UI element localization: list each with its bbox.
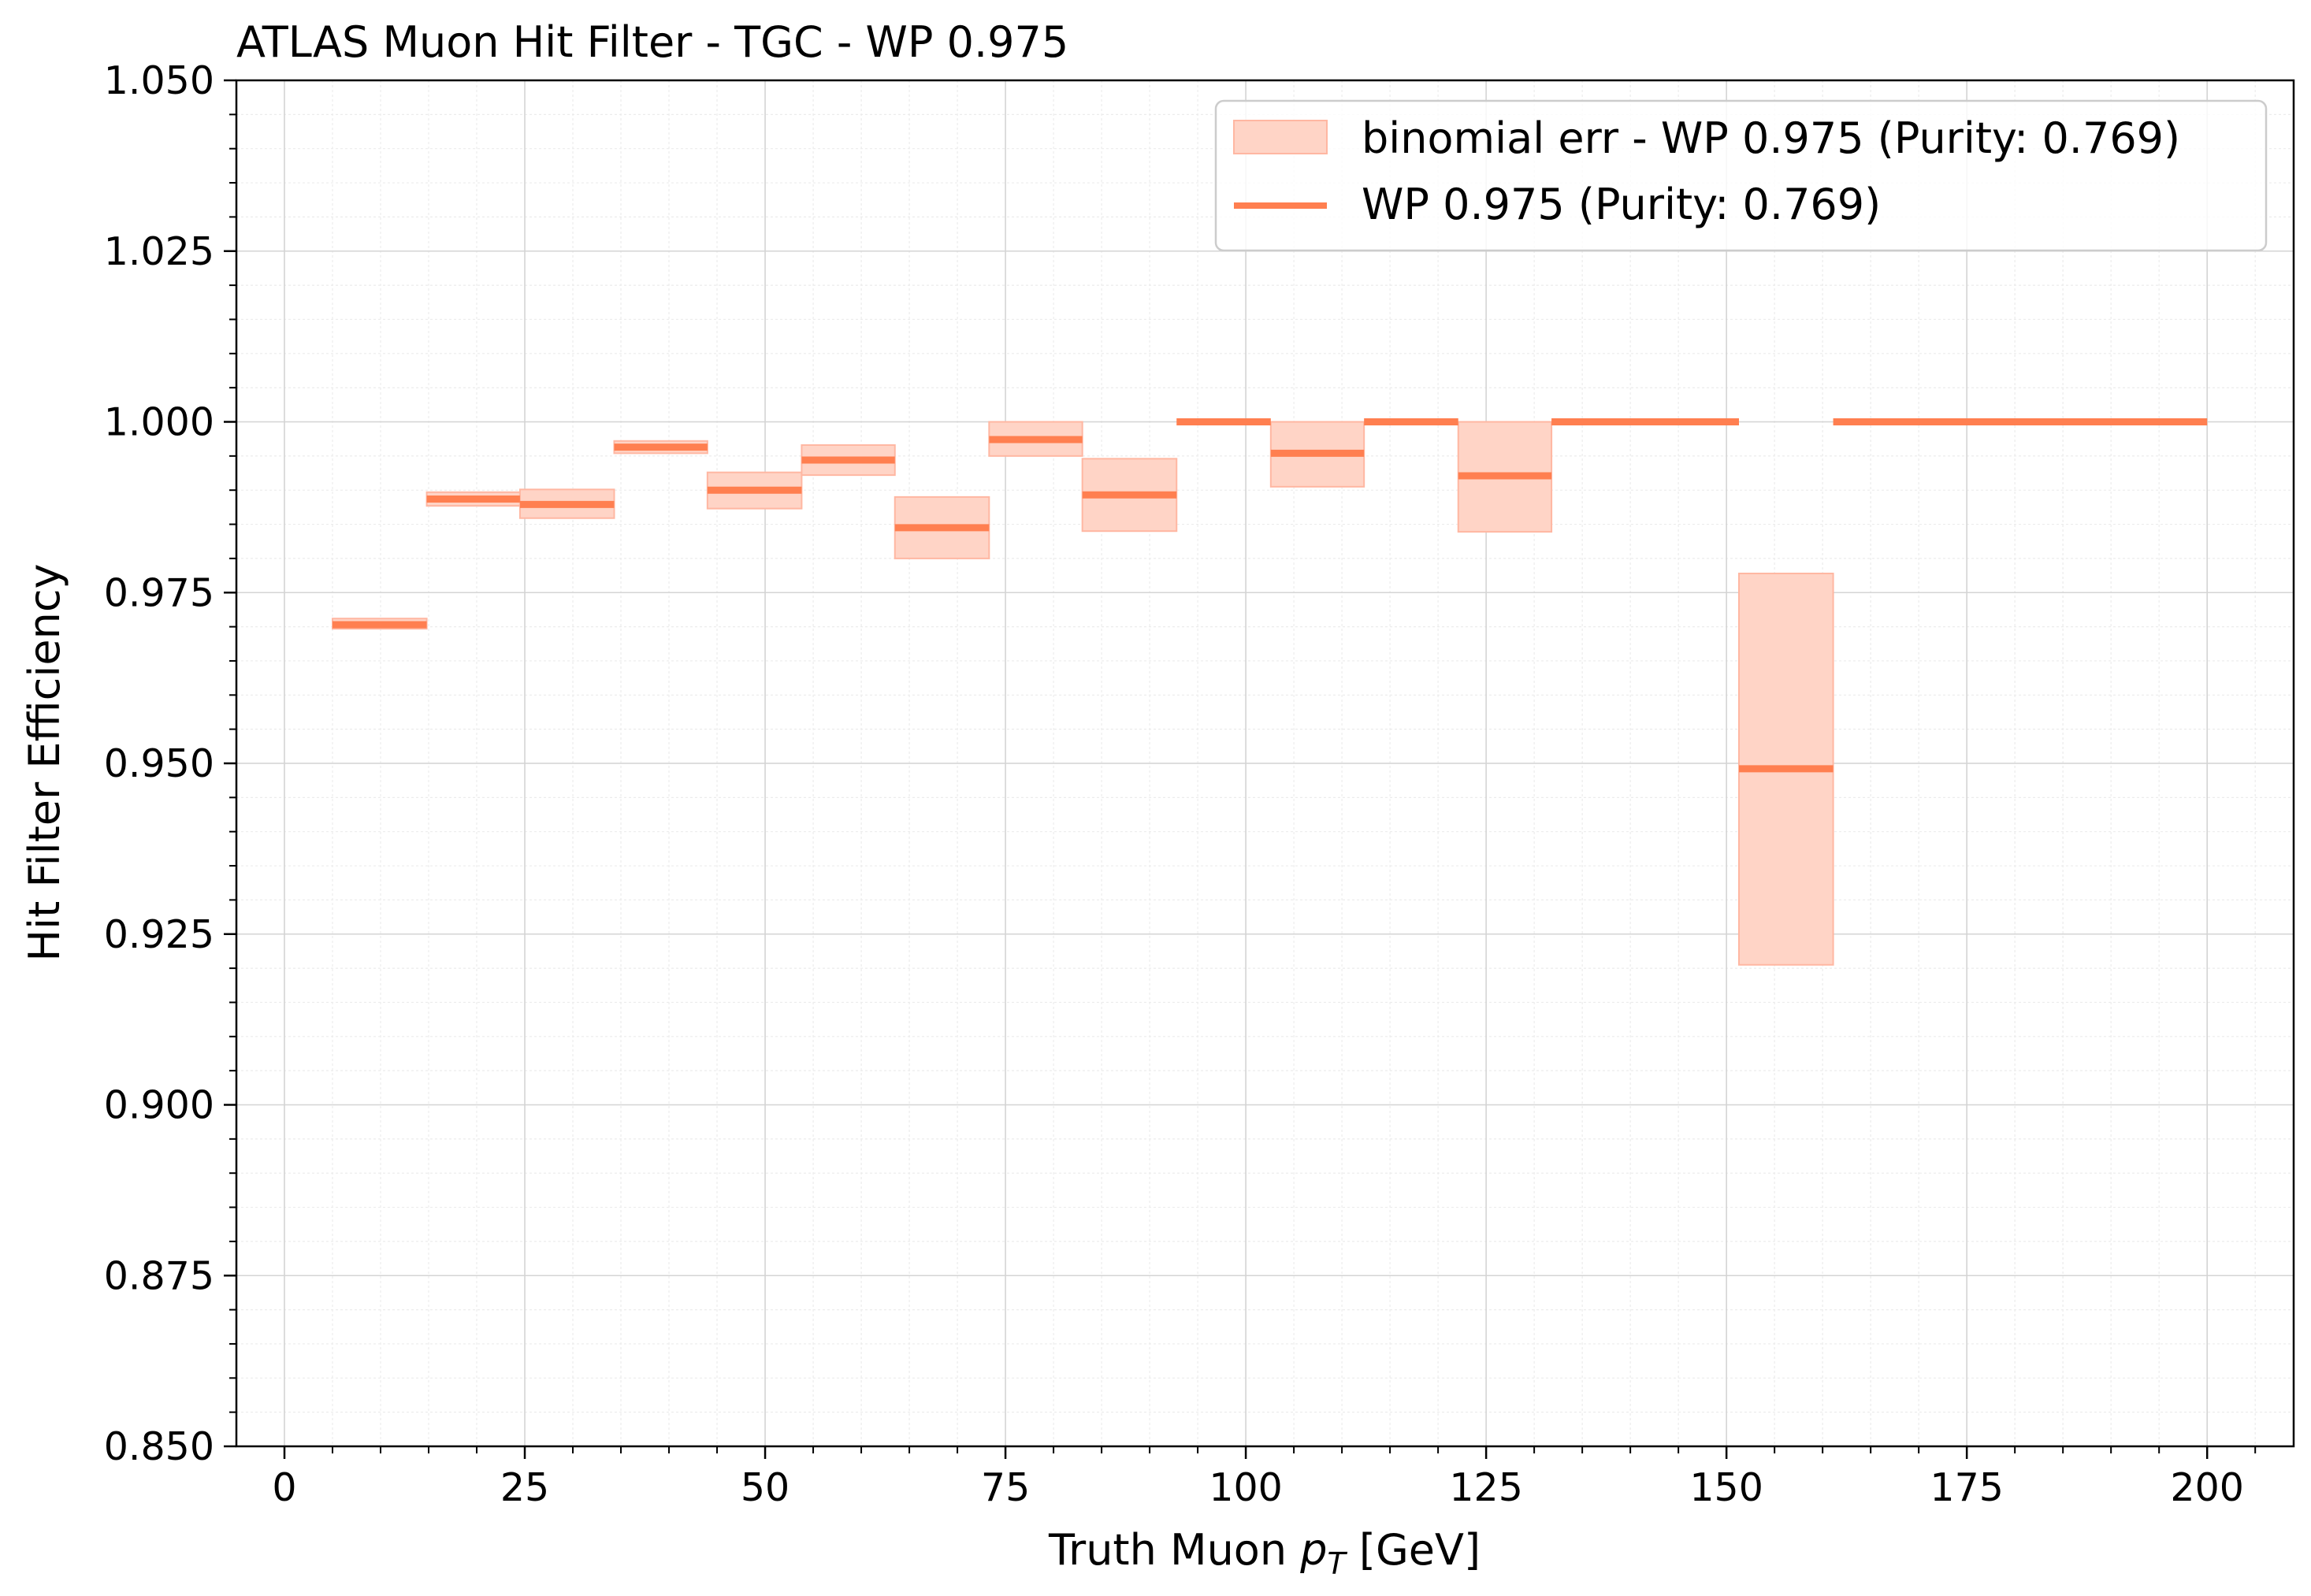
y-tick-label: 0.875 (104, 1253, 214, 1298)
chart-title: ATLAS Muon Hit Filter - TGC - WP 0.975 (236, 17, 1068, 67)
x-tick-label: 100 (1209, 1465, 1283, 1510)
x-tick-label: 150 (1689, 1465, 1763, 1510)
y-axis-label: Hit Filter Efficiency (20, 564, 69, 962)
y-tick-label: 0.950 (104, 741, 214, 786)
x-tick-label: 175 (1930, 1465, 2004, 1510)
legend-box (1214, 99, 2268, 252)
x-tick-label: 0 (272, 1465, 296, 1510)
legend-label-band: binomial err - WP 0.975 (Purity: 0.769) (1362, 113, 2180, 163)
y-tick-label: 0.850 (104, 1424, 214, 1469)
y-tick-label: 0.900 (104, 1083, 214, 1128)
axis-ticks (224, 79, 2257, 1459)
x-tick-label: 75 (981, 1465, 1030, 1510)
x-tick-label: 25 (500, 1465, 549, 1510)
x-tick-label: 200 (2170, 1465, 2244, 1510)
y-tick-label: 1.000 (104, 400, 214, 445)
legend: binomial err - WP 0.975 (Purity: 0.769) … (1214, 99, 2268, 252)
y-tick-label: 1.025 (104, 229, 214, 274)
x-tick-label: 125 (1449, 1465, 1523, 1510)
x-tick-labels: 0 25 50 75 100 125 150 175 200 (272, 1465, 2244, 1510)
legend-band-swatch (1233, 120, 1328, 154)
x-axis-label: Truth Muon pT [GeV] (1048, 1525, 1481, 1581)
y-tick-label: 0.925 (104, 912, 214, 957)
y-tick-labels: 0.850 0.875 0.900 0.925 0.950 0.975 1.000 1.025… (104, 58, 214, 1469)
minor-grid (236, 80, 2294, 1446)
y-tick-label: 0.975 (104, 570, 214, 615)
y-tick-label: 1.050 (104, 58, 214, 103)
legend-label-line: WP 0.975 (Purity: 0.769) (1362, 180, 1881, 229)
x-tick-label: 50 (741, 1465, 790, 1510)
efficiency-lines (333, 418, 2208, 773)
